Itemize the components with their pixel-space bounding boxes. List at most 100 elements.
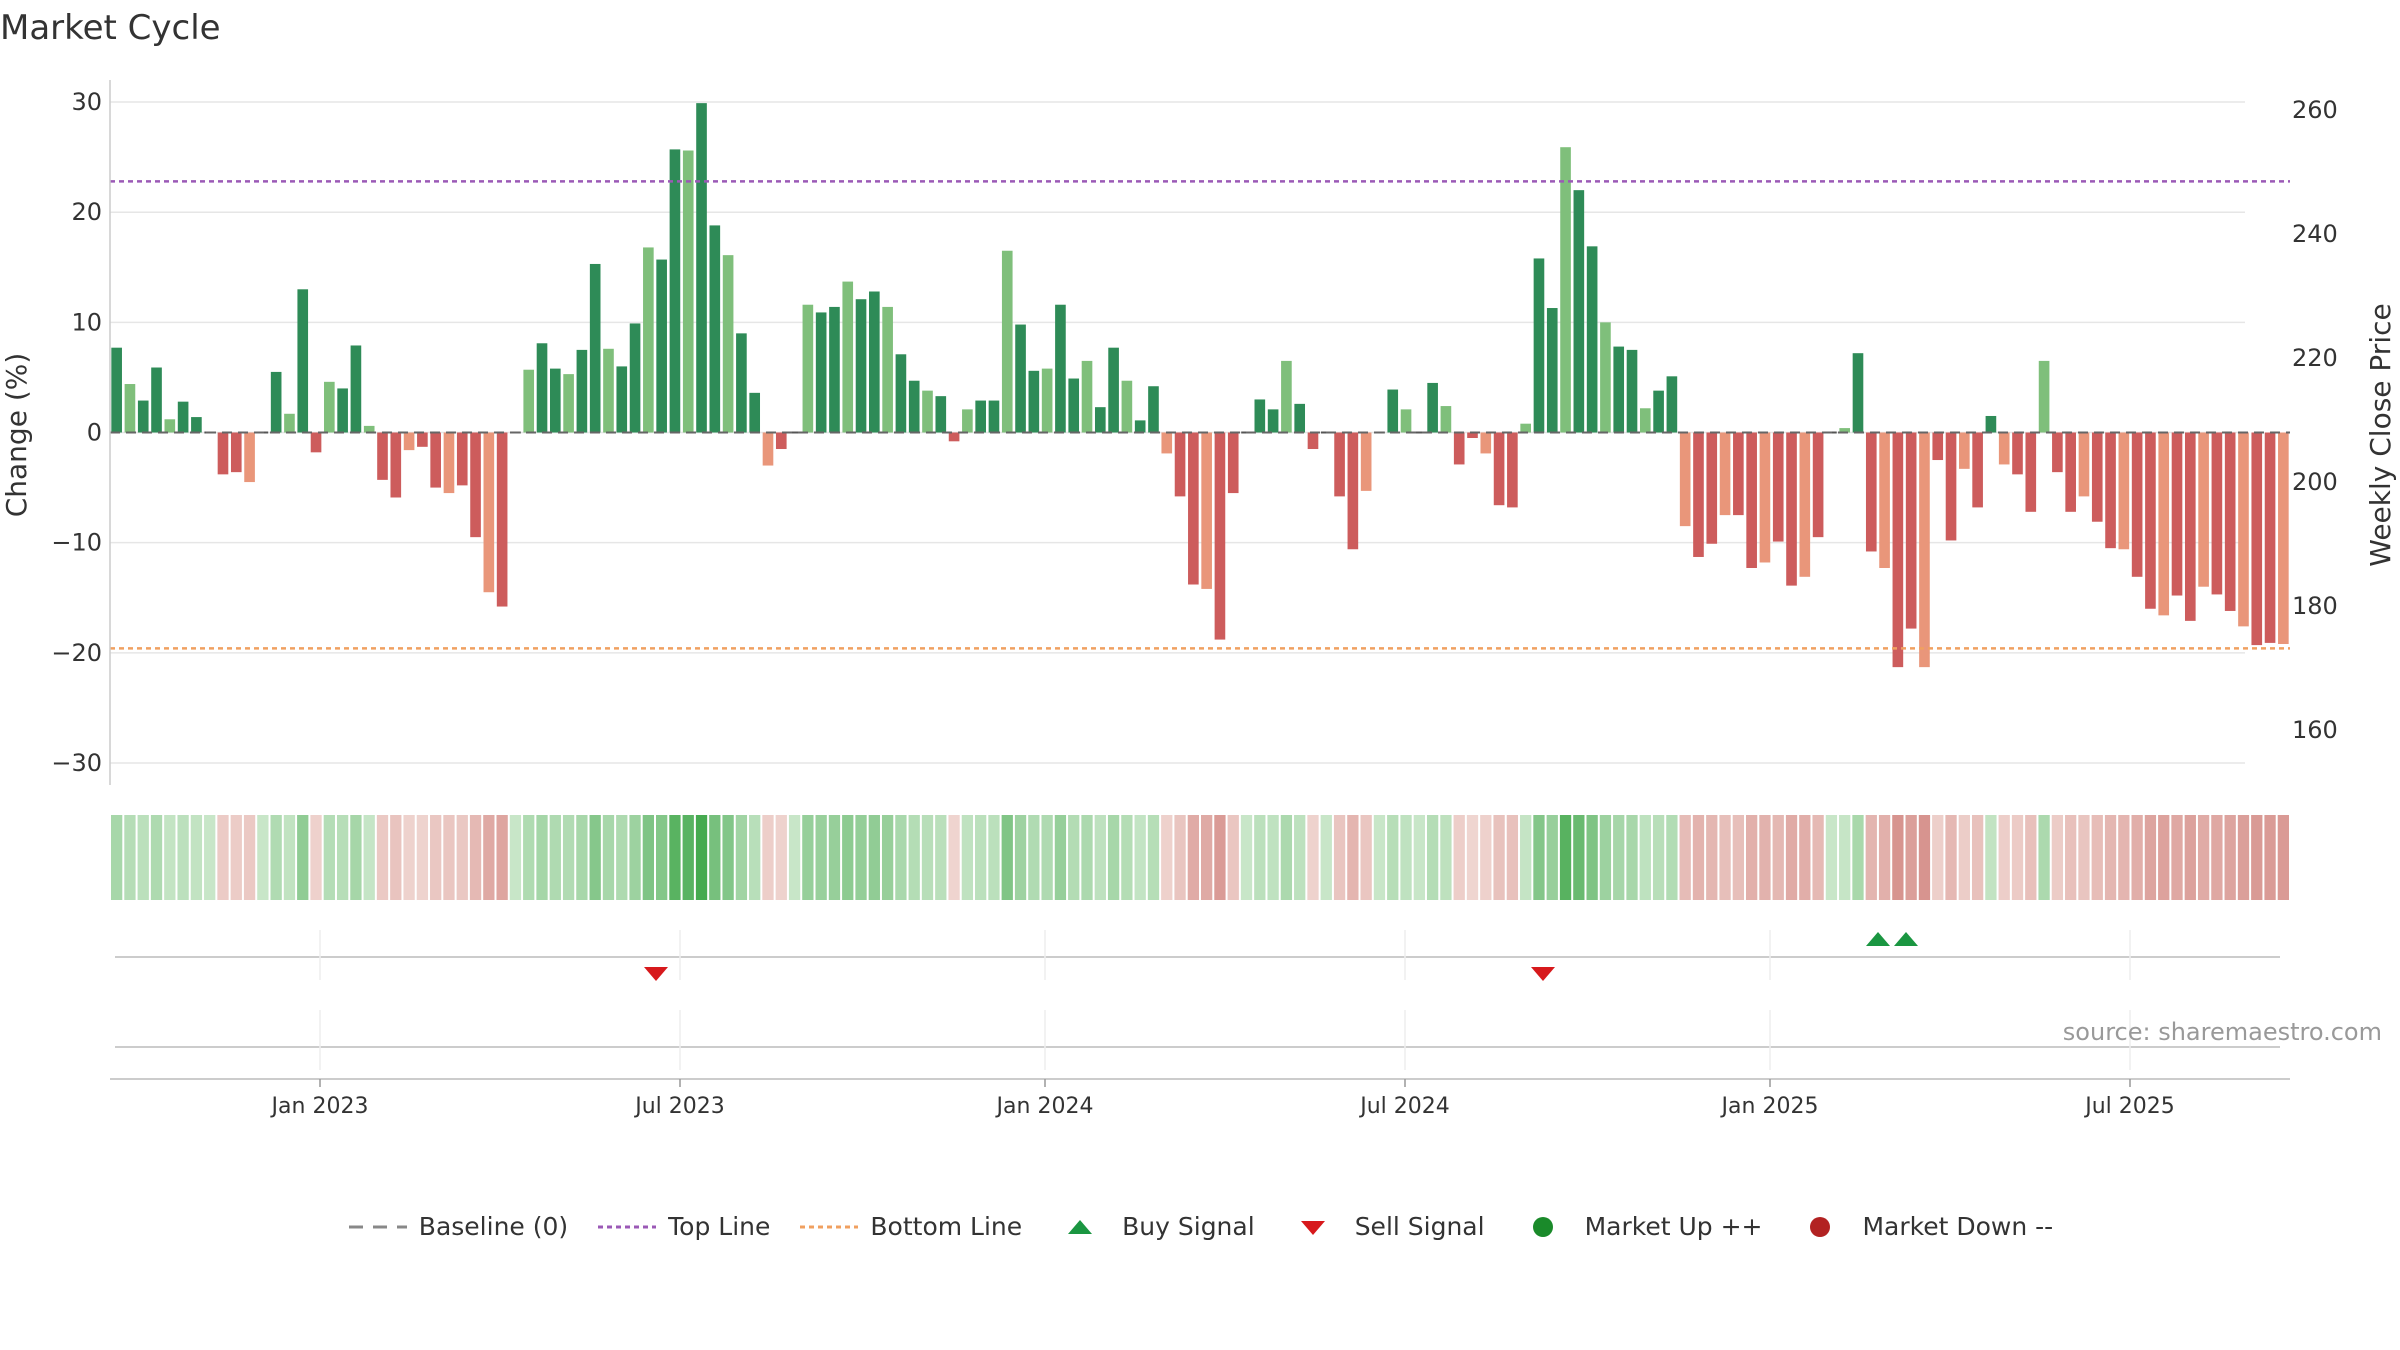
heat-cell xyxy=(1546,815,1558,900)
x-tick-label: Jul 2024 xyxy=(1358,1094,1450,1119)
heat-cell xyxy=(562,815,575,900)
bar xyxy=(1932,432,1944,461)
bar xyxy=(337,388,348,433)
bar xyxy=(1865,432,1877,552)
bar xyxy=(2238,432,2249,627)
bar xyxy=(2038,360,2050,433)
source-credit: source: sharemaestro.com xyxy=(2062,1018,2382,1046)
heat-cell xyxy=(722,815,734,900)
heat-cell xyxy=(111,815,123,900)
bar xyxy=(2025,432,2037,512)
bar xyxy=(1161,432,1173,454)
legend-item[interactable]: Sell Signal xyxy=(1283,1212,1485,1241)
bar xyxy=(177,401,189,433)
heat-cell xyxy=(2171,815,2183,900)
bars xyxy=(111,103,2289,668)
heat-cell xyxy=(656,815,668,900)
heat-strip xyxy=(111,815,2289,900)
heat-cell xyxy=(1839,815,1851,900)
heat-cell xyxy=(935,815,947,900)
legend-item[interactable]: Market Up ++ xyxy=(1513,1212,1762,1241)
bar xyxy=(244,432,255,483)
heat-cell xyxy=(1573,815,1585,900)
y-tick-label: 10 xyxy=(71,308,102,336)
bar xyxy=(284,413,295,433)
heat-cell xyxy=(2264,815,2276,900)
heat-cell xyxy=(336,815,349,900)
bar xyxy=(1507,432,1518,508)
heat-cell xyxy=(416,815,429,900)
bar xyxy=(1015,324,1026,433)
bar xyxy=(749,392,761,433)
heat-cell xyxy=(217,815,229,900)
heat-cell xyxy=(828,815,841,900)
bar xyxy=(2278,432,2289,644)
heat-cell xyxy=(310,815,322,900)
heat-cell xyxy=(1759,815,1771,900)
heat-cell xyxy=(2184,815,2196,900)
legend-item[interactable]: Bottom Line xyxy=(798,1212,1022,1241)
bar xyxy=(1613,346,1625,433)
legend-item[interactable]: Baseline (0) xyxy=(347,1212,568,1241)
legend: Baseline (0) Top Line Bottom Line Buy Signa… xyxy=(0,1212,2400,1241)
x-tick-label: Jul 2023 xyxy=(633,1094,725,1119)
heat-cell xyxy=(1227,815,1239,900)
bar xyxy=(815,312,827,433)
legend-item[interactable]: Top Line xyxy=(596,1212,770,1241)
heat-cell xyxy=(1174,815,1186,900)
heat-cell xyxy=(1214,815,1226,900)
heat-cell xyxy=(1028,815,1040,900)
heat-cell xyxy=(975,815,987,900)
heat-cell xyxy=(709,815,721,900)
bar xyxy=(629,323,641,433)
bar xyxy=(1905,432,1917,629)
legend-item[interactable]: Buy Signal xyxy=(1050,1212,1255,1241)
heat-cell xyxy=(1706,815,1718,900)
bar xyxy=(975,400,986,433)
heat-cell xyxy=(536,815,548,900)
heat-cell xyxy=(1985,815,1997,900)
bar xyxy=(1639,408,1651,433)
bar xyxy=(1201,432,1212,589)
bar xyxy=(137,400,149,433)
bar xyxy=(2078,432,2090,497)
heat-cell xyxy=(350,815,362,900)
bar xyxy=(549,368,561,433)
heat-cell xyxy=(1267,815,1279,900)
y-tick-label: 20 xyxy=(71,198,102,226)
y-tick-label: −30 xyxy=(51,749,102,777)
bar xyxy=(390,432,402,498)
heat-cell xyxy=(1147,815,1160,900)
y-tick-label: −10 xyxy=(51,529,102,557)
bar xyxy=(1174,432,1186,497)
heat-cell xyxy=(1014,815,1027,900)
heat-cell xyxy=(509,815,522,900)
legend-item[interactable]: Market Down -- xyxy=(1790,1212,2053,1241)
heat-cell xyxy=(1746,815,1758,900)
bar xyxy=(2264,432,2276,643)
heat-cell xyxy=(642,815,654,900)
bar xyxy=(2052,432,2063,473)
bar xyxy=(948,432,960,442)
heat-cell xyxy=(403,815,415,900)
x-axis: Jan 2023 Jul 2023 Jan 2024 Jul 2024 Jan 2025… xyxy=(110,1078,2290,1119)
bar xyxy=(1693,432,1704,557)
heat-cell xyxy=(1161,815,1173,900)
bar xyxy=(443,432,455,494)
heat-cell xyxy=(243,815,256,900)
bar xyxy=(722,255,734,433)
bar xyxy=(377,432,388,480)
heat-cell xyxy=(430,815,442,900)
heat-cell xyxy=(204,815,216,900)
bar xyxy=(470,432,481,538)
bar xyxy=(310,432,322,453)
heat-cell xyxy=(270,815,282,900)
heat-cell xyxy=(1599,815,1612,900)
bar xyxy=(417,432,428,447)
heat-cell xyxy=(257,815,269,900)
bar xyxy=(297,289,309,433)
bar xyxy=(576,349,588,433)
legend-swatch xyxy=(1532,1216,1553,1237)
heat-cell xyxy=(1347,815,1359,900)
